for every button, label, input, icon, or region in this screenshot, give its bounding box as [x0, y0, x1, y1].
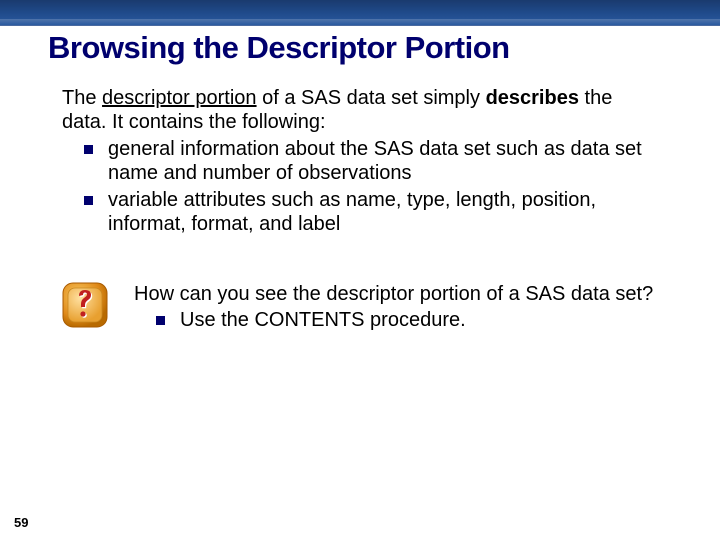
answer-keyword: CONTENTS: [254, 309, 364, 331]
bullet-list: general information about the SAS data s…: [62, 137, 658, 237]
body-content: The descriptor portion of a SAS data set…: [62, 86, 658, 238]
intro-bold: describes: [486, 87, 579, 109]
intro-mid: of a SAS data set simply: [257, 87, 486, 109]
intro-underlined: descriptor portion: [102, 87, 257, 109]
square-bullet-icon: [84, 145, 93, 154]
answer-pre: Use the: [180, 309, 254, 331]
bullet-text: variable attributes such as name, type, …: [108, 189, 596, 235]
header-band: [0, 0, 720, 26]
page-number: 59: [14, 515, 28, 530]
bullet-text: general information about the SAS data s…: [108, 138, 642, 184]
question-mark-icon: [60, 280, 110, 330]
intro-paragraph: The descriptor portion of a SAS data set…: [62, 86, 658, 135]
square-bullet-icon: [84, 196, 93, 205]
list-item: variable attributes such as name, type, …: [62, 188, 658, 237]
answer-list: Use the CONTENTS procedure.: [134, 308, 658, 332]
question-text: How can you see the descriptor portion o…: [134, 282, 658, 306]
answer-post: procedure.: [364, 309, 465, 331]
slide-title: Browsing the Descriptor Portion: [48, 30, 510, 66]
square-bullet-icon: [156, 316, 165, 325]
list-item: general information about the SAS data s…: [62, 137, 658, 186]
question-block: How can you see the descriptor portion o…: [62, 282, 658, 333]
list-item: Use the CONTENTS procedure.: [134, 308, 658, 332]
intro-pre: The: [62, 87, 102, 109]
